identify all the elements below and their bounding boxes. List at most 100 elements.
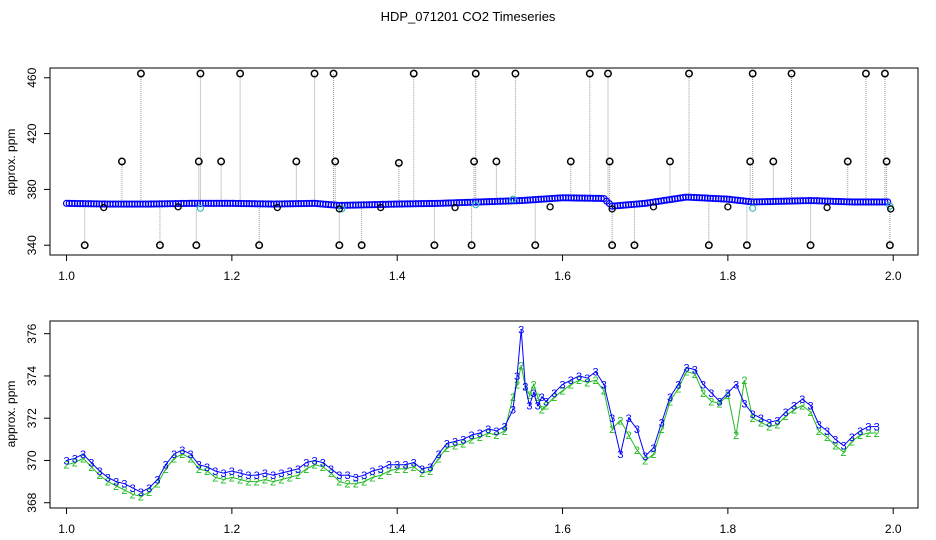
x-tick-label: 1.2	[224, 269, 241, 283]
spike-point	[585, 69, 594, 78]
dip-point	[100, 203, 108, 212]
series-3-marker: 3	[97, 466, 103, 478]
series-2-marker: 2	[725, 390, 731, 402]
series-3-marker: 3	[717, 396, 723, 408]
series-2-marker: 2	[444, 443, 450, 455]
series-3-marker: 3	[369, 466, 375, 478]
series-3-marker: 3	[559, 379, 565, 391]
series-2-marker: 2	[295, 470, 301, 482]
series-3-marker: 3	[254, 470, 260, 482]
baseline-point-alt	[338, 205, 346, 213]
series-2-marker: 2	[526, 390, 532, 402]
spike-point	[192, 241, 201, 250]
series-3-marker: 3	[531, 388, 537, 400]
series-2-marker: 2	[270, 477, 276, 489]
series-2-marker: 2	[807, 407, 813, 419]
spike-point	[430, 241, 439, 250]
series-3-marker: 3	[345, 470, 351, 482]
series-3-marker: 3	[841, 441, 847, 453]
series-2-line	[66, 365, 877, 497]
series-3-marker: 3	[452, 436, 458, 448]
baseline-point-alt	[472, 201, 480, 209]
series-2-marker: 2	[865, 428, 871, 440]
series-3-marker: 3	[750, 409, 756, 421]
series-3-marker: 3	[816, 420, 822, 432]
series-3-marker: 3	[163, 460, 169, 472]
spike-point	[335, 241, 344, 250]
spike-point	[409, 69, 418, 78]
series-2-marker: 2	[105, 477, 111, 489]
series-3-marker: 3	[593, 367, 599, 379]
series-3-marker: 3	[278, 468, 284, 480]
x-tick-label: 2.0	[885, 269, 902, 283]
series-3-marker: 3	[609, 413, 615, 425]
series-3-marker: 3	[378, 464, 384, 476]
series-3-marker: 3	[510, 405, 516, 417]
dip-point	[546, 203, 554, 211]
spike-point	[605, 157, 614, 166]
spike-point	[80, 241, 89, 250]
series-2-marker: 2	[857, 430, 863, 442]
series-3-marker: 3	[539, 392, 545, 404]
series-3-marker: 3	[427, 462, 433, 474]
series-2-marker: 2	[435, 453, 441, 465]
series-2-marker: 2	[245, 477, 251, 489]
dip-point	[649, 203, 658, 211]
series-2-marker: 2	[196, 464, 202, 476]
series-2-marker: 2	[531, 379, 537, 391]
series-2-marker: 2	[559, 386, 565, 398]
series-2-marker: 2	[609, 424, 615, 436]
series-3-marker: 3	[229, 466, 235, 478]
series-3-marker: 3	[626, 413, 632, 425]
series-2-marker: 2	[832, 441, 838, 453]
series-3-marker: 3	[708, 388, 714, 400]
series-2-marker: 2	[510, 392, 516, 404]
series-2-marker: 2	[667, 396, 673, 408]
series-2-marker: 2	[514, 379, 520, 391]
series-3-marker: 3	[650, 443, 656, 455]
spike-point	[136, 69, 145, 78]
series-2-marker: 2	[163, 464, 169, 476]
series-2-marker: 2	[394, 464, 400, 476]
series-3-marker: 3	[80, 449, 86, 461]
series-3-marker: 3	[522, 382, 528, 394]
series-3-marker: 3	[601, 379, 607, 391]
spike-point	[880, 69, 889, 78]
series-2-marker: 2	[411, 462, 417, 474]
y-tick-label: 374	[25, 366, 39, 386]
series-2-marker: 2	[171, 453, 177, 465]
series-3-marker: 3	[311, 455, 317, 467]
series-3-marker: 3	[88, 458, 94, 470]
series-3-marker: 3	[179, 445, 185, 457]
spike-point	[196, 69, 205, 78]
spike-point	[885, 241, 894, 250]
series-3-marker: 3	[287, 466, 293, 478]
series-3-marker: 3	[849, 432, 855, 444]
series-2-marker: 2	[774, 420, 780, 432]
spike-point	[769, 157, 778, 166]
series-2-marker: 2	[518, 360, 524, 372]
spike-point	[194, 157, 203, 166]
series-2-marker: 2	[675, 384, 681, 396]
series-3-marker: 3	[741, 398, 747, 410]
series-2-marker: 2	[601, 386, 607, 398]
spike-point	[843, 157, 852, 166]
dip-point	[724, 203, 732, 211]
series-2-marker: 2	[353, 479, 359, 491]
series-2-marker: 2	[460, 439, 466, 451]
spike-point	[861, 69, 870, 78]
series-2-marker: 2	[419, 468, 425, 480]
series-2-marker: 2	[485, 428, 491, 440]
plot-frame-bottom	[49, 320, 919, 509]
series-3-marker: 3	[212, 466, 218, 478]
series-3-marker: 3	[675, 379, 681, 391]
series-3-marker: 3	[320, 458, 326, 470]
spike-point	[787, 69, 796, 78]
series-2-marker: 2	[584, 377, 590, 389]
series-3-marker: 3	[874, 422, 880, 434]
series-3-marker: 3	[435, 449, 441, 461]
series-2-marker: 2	[758, 417, 764, 429]
series-3-marker: 3	[526, 401, 532, 413]
series-2-marker: 2	[320, 462, 326, 474]
